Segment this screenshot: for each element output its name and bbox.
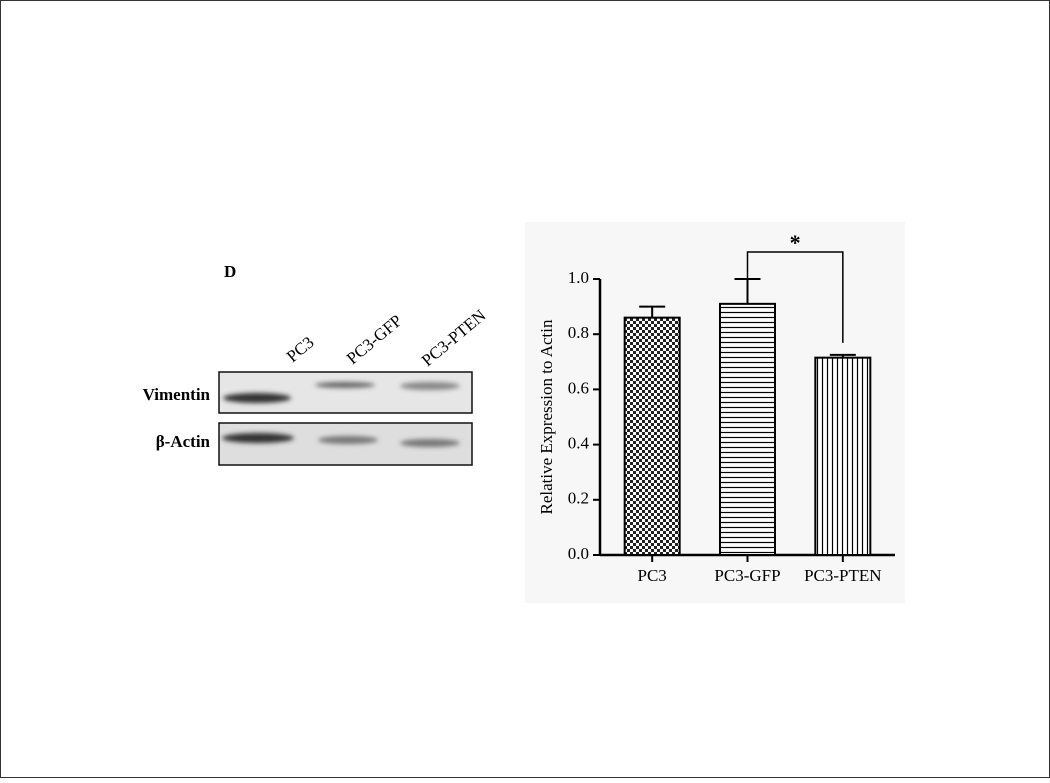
blot-strip xyxy=(218,371,473,414)
bar xyxy=(719,302,776,556)
row-label: Vimentin xyxy=(143,385,211,404)
y-tick-label: 0.4 xyxy=(568,434,590,453)
x-tick-label: PC3-GFP xyxy=(714,566,780,585)
x-tick-label: PC3-PTEN xyxy=(804,566,881,585)
bar xyxy=(814,356,872,556)
significance-bracket xyxy=(746,251,844,343)
row-label: β-Actin xyxy=(156,432,211,451)
bands xyxy=(222,382,460,447)
significance-label: * xyxy=(790,230,801,255)
panel-label: D xyxy=(224,262,236,281)
chart: Relative Expression to Actin 0.0 0.2 0.4 0.… xyxy=(537,230,895,585)
y-tick-label: 0.0 xyxy=(568,544,589,563)
y-tick-label: 1.0 xyxy=(568,268,589,287)
x-tick-label: PC3 xyxy=(638,566,667,585)
y-tick-label: 0.6 xyxy=(568,378,589,397)
y-axis-label: Relative Expression to Actin xyxy=(537,319,556,514)
bar xyxy=(623,316,681,557)
y-tick-label: 0.2 xyxy=(568,489,589,508)
y-tick-label: 0.8 xyxy=(568,323,589,342)
